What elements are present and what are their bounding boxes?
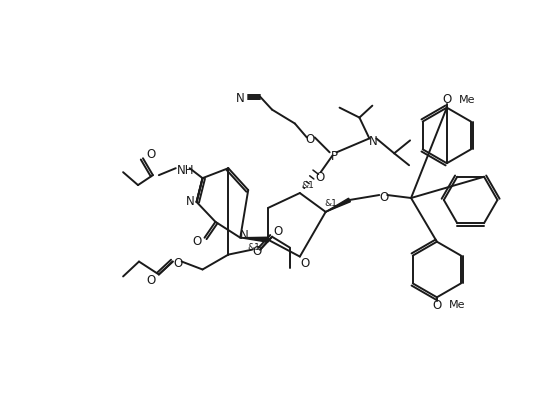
Text: O: O — [442, 93, 451, 106]
Text: O: O — [252, 245, 262, 258]
Text: N: N — [186, 196, 195, 209]
Text: O: O — [273, 225, 282, 238]
Text: O: O — [432, 299, 442, 312]
Text: O: O — [315, 171, 324, 184]
Text: &1: &1 — [301, 181, 314, 190]
Text: NH: NH — [177, 164, 194, 177]
Text: N: N — [240, 229, 248, 242]
Text: O: O — [380, 192, 389, 205]
Polygon shape — [240, 237, 268, 242]
Text: N: N — [236, 92, 245, 105]
Text: O: O — [173, 257, 182, 270]
Text: O: O — [192, 235, 201, 248]
Text: P: P — [331, 150, 338, 163]
Text: O: O — [305, 133, 314, 146]
Text: O: O — [300, 257, 310, 270]
Text: &1: &1 — [324, 199, 337, 209]
Text: O: O — [146, 274, 155, 287]
Text: Me: Me — [459, 95, 475, 105]
Text: O: O — [146, 148, 155, 161]
Text: Me: Me — [449, 300, 465, 310]
Polygon shape — [326, 198, 350, 212]
Text: &1: &1 — [248, 243, 261, 252]
Text: N: N — [369, 135, 378, 148]
